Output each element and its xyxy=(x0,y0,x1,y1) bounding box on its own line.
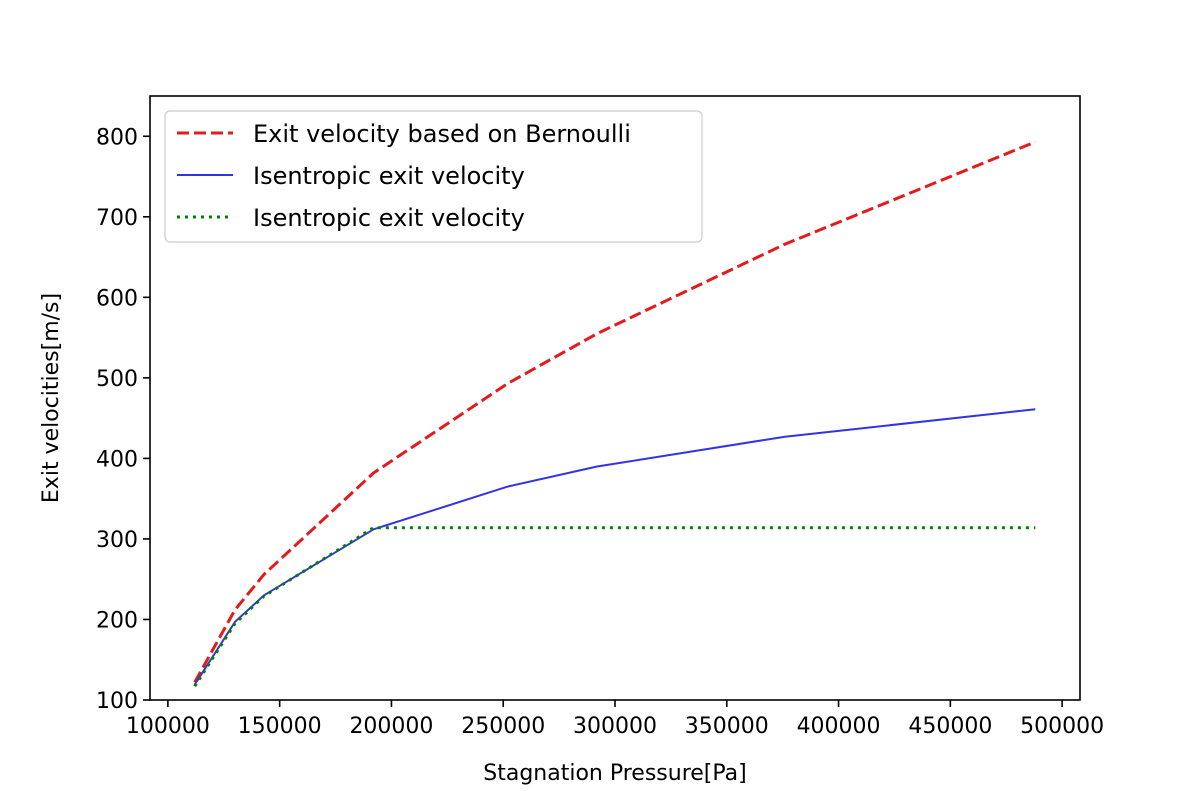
y-tick-label: 600 xyxy=(96,286,138,311)
y-tick-label: 400 xyxy=(96,447,138,472)
y-tick-label: 200 xyxy=(96,608,138,633)
legend-label-1: Exit velocity based on Bernoulli xyxy=(253,120,631,148)
series-layer xyxy=(193,140,1036,688)
y-tick-label: 500 xyxy=(96,367,138,392)
x-tick-label: 500000 xyxy=(1020,714,1104,739)
x-axis-label: Stagnation Pressure[Pa] xyxy=(483,761,746,786)
x-tick-label: 350000 xyxy=(685,714,769,739)
y-tick-label: 700 xyxy=(96,206,138,231)
y-tick-label: 300 xyxy=(96,528,138,553)
axes-layer: 100000 150000 200000 250000 300000 350000 4000… xyxy=(96,95,1104,739)
x-tick-label: 250000 xyxy=(461,714,545,739)
x-tick-label: 300000 xyxy=(573,714,657,739)
x-tick-label: 400000 xyxy=(797,714,881,739)
legend-label-2: Isentropic exit velocity xyxy=(253,162,525,190)
x-tick-label: 150000 xyxy=(238,714,322,739)
y-tick-label: 800 xyxy=(96,125,138,150)
legend: Exit velocity based on Bernoulli Isentrop… xyxy=(164,110,703,243)
series-line-1 xyxy=(193,140,1036,684)
legend-label-3: Isentropic exit velocity xyxy=(253,204,525,232)
x-tick-label: 200000 xyxy=(349,714,433,739)
y-axis-label: Exit velocities[m/s] xyxy=(39,293,64,503)
series-line-3 xyxy=(193,526,1036,688)
x-tick-label: 100000 xyxy=(126,714,210,739)
x-tick-label: 450000 xyxy=(908,714,992,739)
y-tick-label: 100 xyxy=(96,689,138,714)
legend-box xyxy=(164,110,703,243)
